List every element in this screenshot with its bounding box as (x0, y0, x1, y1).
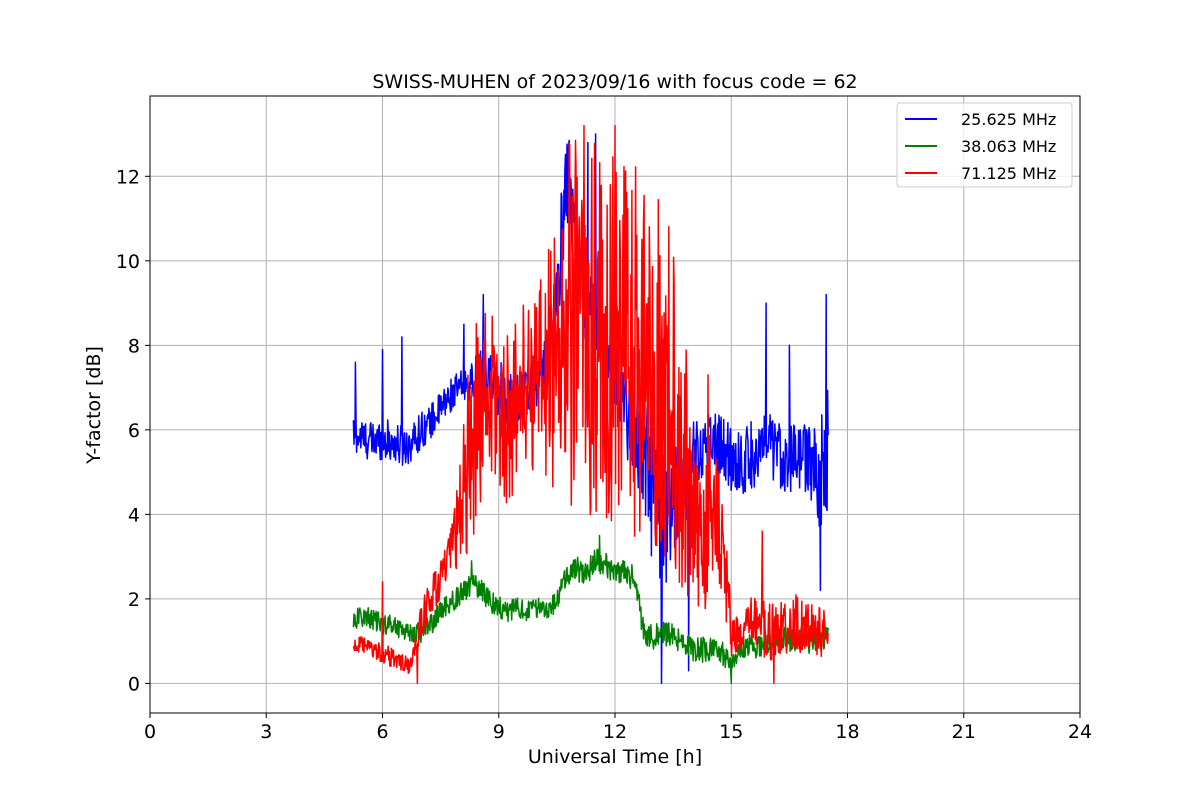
plot-area (352, 124, 829, 685)
y-tick-label: 12 (116, 166, 140, 188)
x-tick-label: 9 (493, 721, 505, 743)
x-tick-label: 12 (603, 721, 627, 743)
x-tick-label: 24 (1068, 721, 1092, 743)
x-tick-label: 3 (260, 721, 272, 743)
y-tick-label: 10 (116, 251, 140, 273)
legend-box (896, 102, 1073, 188)
x-tick-label: 18 (835, 721, 859, 743)
y-axis-label: Y-factor [dB] (83, 346, 105, 465)
y-tick-label: 0 (128, 673, 140, 695)
x-tick-label: 21 (952, 721, 976, 743)
y-tick-label: 4 (128, 504, 140, 526)
legend-label: 25.625 MHz (961, 110, 1056, 129)
series-line-2 (352, 534, 829, 685)
legend: 25.625 MHz 38.063 MHz 71.125 MHz (896, 102, 1073, 188)
legend-label: 38.063 MHz (961, 137, 1056, 156)
x-tick-label: 0 (144, 721, 156, 743)
x-tick-label: 6 (376, 721, 388, 743)
chart-title: SWISS-MUHEN of 2023/09/16 with focus cod… (372, 71, 857, 93)
y-tick-label: 2 (128, 589, 140, 611)
y-tick-label: 8 (128, 335, 140, 357)
x-tick-label: 15 (719, 721, 743, 743)
x-axis: 0 3 6 9 12 15 18 21 24 (144, 713, 1092, 743)
y-tick-label: 6 (128, 420, 140, 442)
y-axis: 0 2 4 6 8 10 12 (116, 166, 150, 695)
x-axis-label: Universal Time [h] (528, 746, 702, 768)
legend-label: 71.125 MHz (961, 164, 1056, 183)
series-line-3 (352, 124, 829, 685)
